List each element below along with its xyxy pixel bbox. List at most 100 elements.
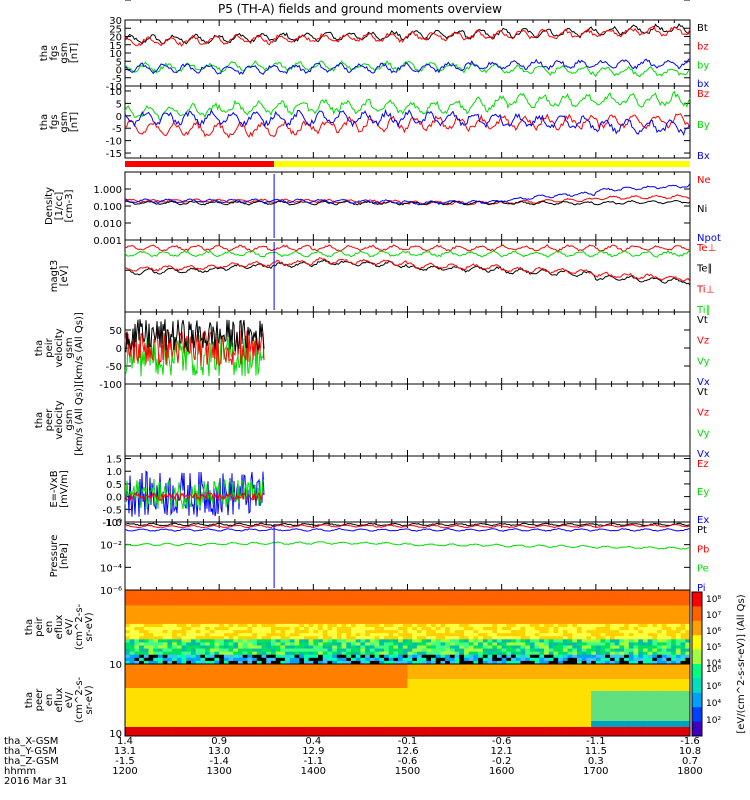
legend-label: Vt: [697, 387, 708, 398]
ephemeris-value: 1700: [583, 766, 608, 777]
y-axis-label: en: [44, 694, 55, 707]
ephemeris-value: 0.9: [211, 736, 227, 747]
y-axis-label: fgs: [49, 114, 60, 129]
y-axis-label: eflux: [54, 615, 65, 640]
series-line-Pb: [124, 523, 691, 529]
legend-label: bz: [697, 42, 709, 53]
series-line-By: [124, 90, 691, 121]
y-axis-label: tha: [34, 412, 45, 428]
colorbar-cell: [692, 635, 702, 651]
colorbar-frame: [691, 591, 703, 737]
y-axis-label: peer: [44, 408, 55, 432]
y-tick-label: -15: [106, 149, 122, 160]
ephemeris-value: -0.2: [492, 756, 512, 767]
series-line-Te∥: [124, 258, 691, 286]
colorbar-cell: [692, 707, 702, 723]
ephemeris-value: 11.5: [585, 746, 607, 757]
colorbar-cell: [692, 721, 702, 737]
ephemeris-value: 12.1: [491, 746, 513, 757]
y-axis-label: [cm-3]: [64, 189, 75, 222]
y-tick-label: 5: [116, 57, 122, 68]
legend-label: Ti∥: [696, 305, 711, 316]
y-tick-label: 10000: [90, 0, 122, 3]
legend-label: Pt: [697, 525, 707, 536]
legend-label: Bx: [697, 151, 710, 162]
legend-label: Bz: [697, 89, 709, 100]
legend-label: Ez: [697, 459, 709, 470]
colorbar-cell: [692, 692, 702, 708]
series-line-Te⊥: [124, 244, 691, 252]
y-axis-label: en: [44, 621, 55, 634]
y-tick-label: 15: [109, 41, 122, 52]
ephemeris-value: -1.1: [304, 756, 324, 767]
y-tick-label: 0: [116, 344, 122, 355]
y-axis-label: Density: [44, 187, 55, 225]
y-tick-label: -0.5: [102, 505, 122, 516]
ephemeris-row-label: hhmm: [4, 766, 36, 777]
y-tick-label: 10: [109, 660, 122, 671]
y-tick-label: 25: [109, 24, 122, 35]
series-line-Bt: [124, 23, 691, 45]
ephemeris-value: 13.0: [208, 746, 230, 757]
y-tick-label: 10: [109, 729, 122, 740]
mode-bar-segment: [125, 161, 275, 167]
ephemeris-value: 1500: [395, 766, 420, 777]
y-axis-label: tha: [24, 619, 35, 635]
legend-label: Pb: [697, 544, 709, 555]
y-axis-label: peer: [34, 688, 45, 712]
legend-label: bx: [697, 79, 709, 90]
y-axis-label: tha: [34, 340, 45, 356]
ephemeris-value: 12.6: [396, 746, 418, 757]
spectrogram-frame: [124, 663, 691, 737]
ephemeris-value: 1300: [206, 766, 231, 777]
y-axis-label: peir: [44, 337, 55, 357]
plot-title: P5 (TH-A) fields and ground moments over…: [218, 2, 502, 16]
legend-label: Te∥: [696, 264, 713, 275]
burst-series: [124, 491, 265, 502]
y-tick-label: 50: [109, 326, 122, 337]
y-axis-label: eV/: [64, 618, 75, 635]
y-tick-label: 30: [109, 16, 122, 27]
spectrogram-peer-en-eflux: [125, 664, 691, 737]
legend-label: by: [697, 60, 709, 71]
colorbar-tick-label: 10⁸: [706, 595, 721, 605]
y-axis-label: Pressure: [49, 535, 60, 578]
y-tick-label: -5: [112, 124, 122, 135]
y-axis-label: gsm: [64, 337, 75, 358]
y-axis-label: magt3: [49, 260, 60, 293]
y-tick-label: 100: [103, 0, 122, 3]
y-tick-label: 10.000: [87, 0, 122, 3]
colorbar-cell: [692, 649, 702, 665]
y-axis-label: eflux: [54, 688, 65, 713]
y-tick-label: 0: [116, 112, 122, 123]
legend-label: Bt: [697, 23, 708, 34]
y-axis-label: tha: [24, 692, 35, 708]
burst-series: [124, 330, 265, 366]
y-axis-label: eV/: [64, 691, 75, 708]
burst-series: [124, 477, 265, 510]
date-label: 2016 Mar 31: [4, 776, 67, 787]
series-line-Pi: [124, 528, 691, 532]
y-axis-label: velocity: [54, 400, 65, 439]
y-tick-label: -10: [106, 82, 122, 93]
y-tick-label: 1.5: [106, 455, 122, 466]
y-tick-label: 0.0: [106, 493, 122, 504]
y-axis-label: gsm: [64, 409, 75, 430]
series-line-Ti⊥: [124, 257, 691, 282]
y-tick-label: -10: [106, 137, 122, 148]
colorbar-tick-label: 10⁶: [706, 627, 721, 637]
legend-label: Vt: [697, 315, 708, 326]
colorbar-tick-label: 10⁷: [706, 611, 721, 621]
y-axis-label: tha: [39, 45, 50, 61]
legend-label: Pi: [697, 583, 706, 594]
ephemeris-value: 0.3: [588, 756, 604, 767]
series-line-Npot: [124, 183, 691, 206]
burst-series: [124, 319, 265, 353]
y-tick-label: 0.100: [93, 202, 122, 213]
legend-label: Npot: [697, 233, 721, 244]
ephemeris-row-label: tha_X-GSM: [4, 736, 58, 747]
legend-label: Vz: [697, 336, 709, 347]
